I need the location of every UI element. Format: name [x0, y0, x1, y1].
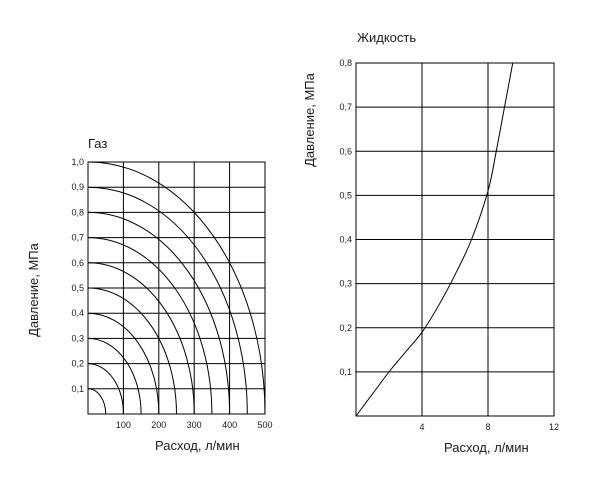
liquid-y-tick-label: 0,7 [339, 102, 352, 112]
gas-y-tick-label: 0,3 [71, 333, 84, 343]
liquid-y-tick-label: 0,8 [339, 58, 352, 68]
liquid-y-tick-label: 0,5 [339, 190, 352, 200]
gas-x-tick-label: 500 [257, 420, 272, 430]
gas-y-tick-label: 0,5 [71, 283, 84, 293]
liquid-y-tick-label: 0,6 [339, 146, 352, 156]
gas-curve [87, 161, 266, 415]
liquid-y-ticks: 0,1 0,2 0,3 0,4 0,5 0,6 0,7 0,8 [339, 58, 352, 377]
gas-y-tick-label: 0,6 [71, 258, 84, 268]
gas-y-tick-label: 0,1 [71, 384, 84, 394]
liquid-curves [355, 62, 514, 417]
gas-y-axis-label: Давление, МПа [26, 242, 41, 337]
gas-curve [87, 262, 195, 415]
gas-y-tick-label: 0,4 [71, 308, 84, 318]
gas-curve [87, 186, 248, 415]
gas-curves [87, 161, 266, 415]
gas-grid [87, 161, 266, 415]
gas-y-tick-label: 1,0 [71, 157, 84, 167]
gas-x-tick-label: 300 [187, 420, 202, 430]
liquid-curve [355, 62, 514, 417]
liquid-x-tick-label: 12 [549, 422, 559, 432]
liquid-y-tick-label: 0,3 [339, 279, 352, 289]
gas-curve [87, 312, 160, 415]
gas-y-tick-label: 0,7 [71, 233, 84, 243]
liquid-y-axis-label: Давление, МПа [302, 72, 317, 167]
gas-y-tick-label: 0,2 [71, 359, 84, 369]
gas-curve [87, 388, 107, 415]
liquid-x-tick-label: 8 [485, 422, 490, 432]
gas-y-tick-label: 0,9 [71, 182, 84, 192]
liquid-chart-title: Жидкость [357, 30, 416, 45]
gas-x-ticks: 100 200 300 400 500 [116, 420, 273, 430]
liquid-y-tick-label: 0,1 [339, 367, 352, 377]
gas-y-tick-label: 0,8 [71, 207, 84, 217]
liquid-x-tick-label: 4 [419, 422, 424, 432]
liquid-chart: Жидкость Расход, л/мин Давление, МПа 0,1… [302, 30, 559, 455]
gas-curve [87, 211, 231, 415]
gas-x-tick-label: 100 [116, 420, 131, 430]
gas-curve [87, 363, 124, 415]
gas-chart-title: Газ [88, 136, 107, 151]
liquid-y-tick-label: 0,4 [339, 235, 352, 245]
gas-curve [87, 287, 177, 415]
liquid-y-tick-label: 0,2 [339, 323, 352, 333]
gas-curve [87, 337, 142, 415]
liquid-grid [355, 62, 555, 417]
liquid-x-ticks: 4 8 12 [419, 422, 559, 432]
gas-x-tick-label: 400 [222, 420, 237, 430]
gas-y-ticks: 0,1 0,2 0,3 0,4 0,5 0,6 0,7 0,8 0,9 1,0 [71, 157, 84, 394]
gas-curve [87, 237, 213, 415]
gas-chart: Газ Расход, л/мин Давление, МПа 0,10,20,… [26, 136, 273, 453]
gas-x-tick-label: 200 [151, 420, 166, 430]
gas-x-axis-label: Расход, л/мин [155, 438, 240, 453]
liquid-x-axis-label: Расход, л/мин [444, 440, 529, 455]
